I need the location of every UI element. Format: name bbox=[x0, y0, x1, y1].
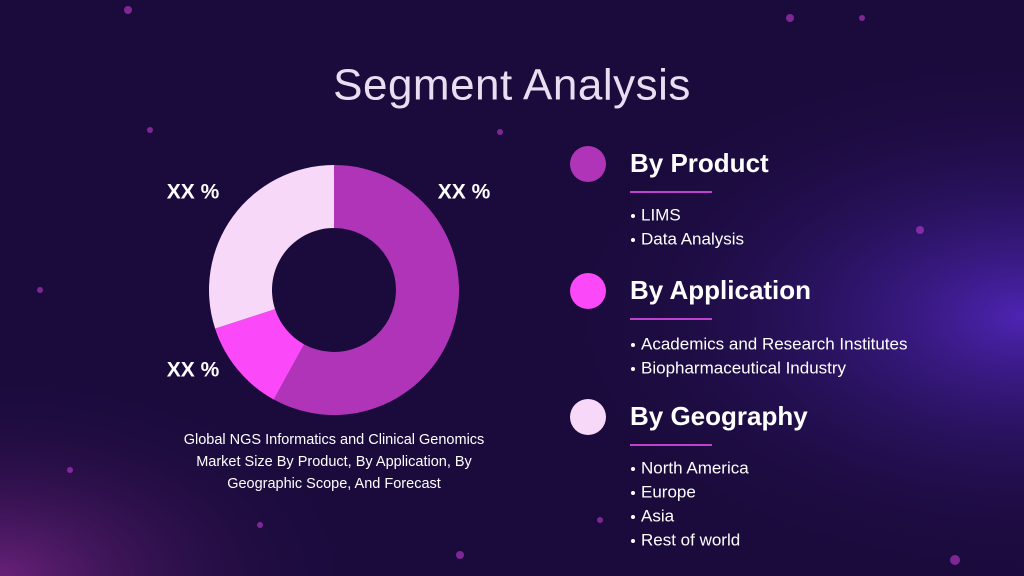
bullet bbox=[631, 367, 635, 371]
bullet bbox=[631, 467, 635, 471]
bullet bbox=[631, 343, 635, 347]
section-item: Biopharmaceutical Industry bbox=[641, 358, 847, 377]
background-dots bbox=[37, 6, 960, 565]
donut-segment bbox=[208, 165, 334, 329]
section-item: Europe bbox=[641, 482, 696, 501]
chart-caption: Market Size By Product, By Application, … bbox=[196, 454, 472, 470]
donut-segment bbox=[215, 309, 305, 400]
section-heading: By Application bbox=[630, 275, 811, 305]
section-item: Data Analysis bbox=[641, 229, 744, 248]
segment-label: XX % bbox=[438, 181, 491, 204]
chart-caption: Geographic Scope, And Forecast bbox=[227, 476, 441, 492]
section-item: North America bbox=[641, 458, 749, 477]
bullet bbox=[631, 491, 635, 495]
legend-marker bbox=[570, 399, 606, 435]
section-heading: By Geography bbox=[630, 401, 808, 431]
slide-title: Segment Analysis bbox=[333, 61, 691, 110]
segment-label: XX % bbox=[167, 181, 220, 204]
bullet bbox=[631, 539, 635, 543]
section-heading: By Product bbox=[630, 148, 769, 178]
section-item: Asia bbox=[641, 506, 675, 525]
chart-caption: Global NGS Informatics and Clinical Geno… bbox=[184, 432, 485, 448]
section-item: Rest of world bbox=[641, 530, 740, 549]
section-item: Academics and Research Institutes bbox=[641, 334, 907, 353]
bullet bbox=[631, 214, 635, 218]
segment-label: XX % bbox=[167, 359, 220, 382]
legend-marker bbox=[570, 146, 606, 182]
bullet bbox=[631, 515, 635, 519]
bullet bbox=[631, 238, 635, 242]
donut-segment bbox=[273, 165, 460, 415]
section-item: LIMS bbox=[641, 205, 681, 224]
legend-marker bbox=[570, 273, 606, 309]
